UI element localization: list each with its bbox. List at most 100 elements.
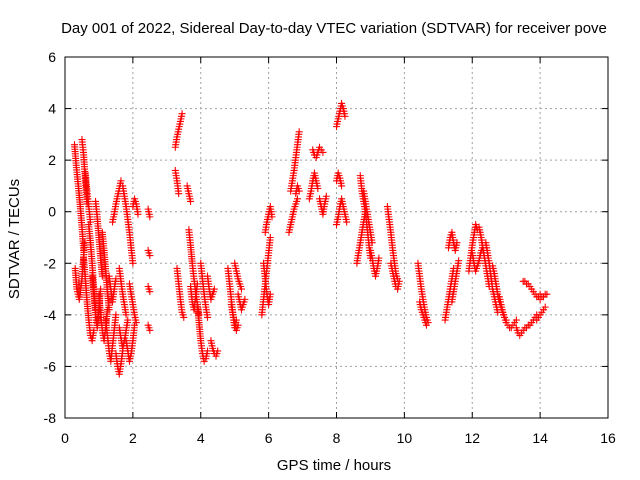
x-tick-label: 10: [397, 430, 413, 446]
point-series-segment: [193, 301, 212, 365]
data-point: [268, 213, 276, 221]
y-tick-label: 0: [48, 204, 56, 220]
y-tick-label: -4: [44, 307, 57, 323]
point-series-segment: [173, 264, 188, 321]
data-point: [375, 254, 383, 262]
data-point: [237, 285, 245, 293]
x-tick-label: 12: [464, 430, 480, 446]
point-series-segment: [187, 280, 201, 314]
data-point: [295, 187, 303, 195]
data-points: [71, 99, 551, 378]
data-point: [455, 257, 463, 265]
point-series-segment: [533, 303, 549, 324]
point-series-segment: [231, 259, 245, 293]
y-tick-label: 2: [48, 152, 56, 168]
y-tick-label: -6: [44, 358, 57, 374]
point-series-segment: [119, 182, 137, 267]
point-series-segment: [80, 254, 98, 345]
data-point: [175, 190, 183, 198]
point-series-segment: [129, 195, 142, 218]
point-series-segment: [204, 272, 218, 303]
point-series-segment: [305, 169, 322, 203]
x-tick-label: 2: [129, 430, 137, 446]
x-tick-label: 4: [197, 430, 205, 446]
chart-title: Day 001 of 2022, Sidereal Day-to-day VTE…: [61, 20, 607, 37]
data-point: [368, 239, 376, 247]
data-point: [343, 218, 351, 226]
point-series-segment: [536, 290, 551, 303]
point-series-segment: [495, 293, 520, 332]
data-point: [266, 234, 274, 241]
point-series-segment: [144, 282, 154, 296]
y-axis-tick-labels: -8 -6 -4 -2 0 2 4 6: [44, 49, 57, 426]
data-point: [266, 290, 274, 298]
point-series-segment: [122, 321, 139, 365]
data-point: [210, 285, 218, 293]
data-point: [422, 321, 430, 329]
data-point: [97, 285, 105, 293]
data-point: [204, 347, 212, 355]
point-series-segment: [333, 169, 346, 190]
x-tick-label: 14: [532, 430, 548, 446]
data-point: [214, 347, 222, 355]
point-series-segment: [234, 290, 249, 314]
point-series-segment: [144, 321, 154, 334]
point-series-segment: [475, 223, 493, 290]
data-point: [453, 239, 461, 247]
point-series-segment: [115, 316, 132, 352]
point-series-segment: [333, 195, 351, 229]
point-series-segment: [115, 264, 130, 319]
point-series-segment: [207, 337, 222, 360]
point-series-segment: [81, 169, 94, 226]
point-series-segment: [416, 298, 430, 329]
point-series-segment: [144, 205, 154, 221]
data-point: [146, 213, 154, 221]
point-series-segment: [260, 259, 274, 309]
point-series-segment: [316, 192, 330, 218]
point-series-segment: [144, 246, 154, 260]
data-point: [132, 319, 140, 327]
y-tick-label: 4: [48, 101, 56, 117]
point-series-segment: [448, 257, 463, 306]
data-point: [129, 259, 137, 267]
data-point: [543, 290, 551, 298]
point-series-segment: [261, 203, 276, 236]
data-point: [322, 192, 330, 200]
point-series-segment: [171, 110, 186, 151]
point-series-segment: [183, 182, 195, 205]
data-point: [341, 112, 349, 120]
data-point: [319, 148, 327, 156]
y-tick-label: 6: [48, 49, 56, 65]
data-point: [98, 272, 106, 280]
point-series-segment: [71, 239, 89, 303]
point-series-segment: [125, 280, 140, 327]
data-point: [122, 311, 130, 319]
point-series-segment: [285, 195, 301, 236]
x-axis-tick-labels: 0 2 4 6 8 10 12 14 16: [61, 430, 616, 446]
data-point: [187, 197, 195, 205]
point-series-segment: [309, 143, 327, 162]
data-point: [338, 182, 346, 190]
data-point: [178, 110, 186, 118]
data-point: [204, 313, 212, 321]
data-point: [180, 313, 188, 321]
data-point: [146, 326, 154, 334]
data-point: [117, 177, 125, 185]
data-point: [146, 252, 154, 260]
y-tick-label: -2: [44, 255, 57, 271]
data-point: [124, 316, 132, 324]
x-tick-label: 16: [600, 430, 616, 446]
point-series-segment: [519, 277, 544, 301]
axis-ticks: [64, 56, 609, 419]
point-series-segment: [287, 128, 303, 195]
x-tick-label: 0: [61, 430, 69, 446]
data-point: [134, 210, 142, 218]
data-point: [541, 303, 549, 311]
data-point: [293, 195, 301, 203]
point-series-segment: [171, 166, 183, 198]
point-series-segment: [512, 311, 541, 339]
point-series-segment: [92, 197, 106, 280]
point-series-segment: [444, 228, 461, 254]
point-series-segment: [112, 347, 127, 378]
point-series-segment: [105, 272, 120, 306]
